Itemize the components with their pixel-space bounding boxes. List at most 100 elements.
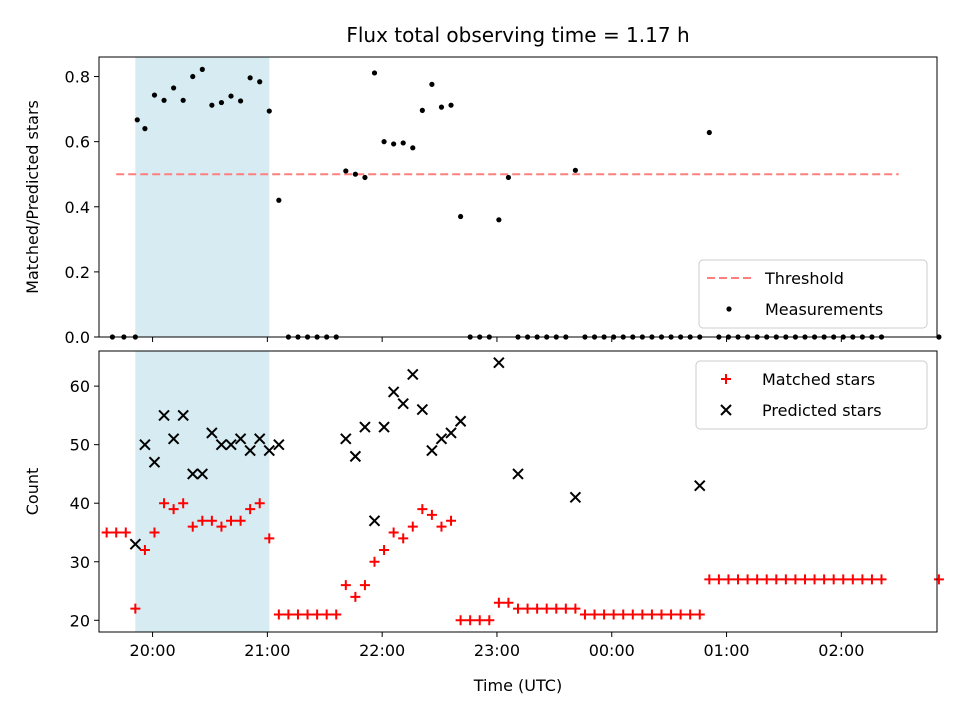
matched-star-point — [876, 574, 887, 585]
matched-star-point — [139, 545, 150, 556]
predicted-star-point — [215, 438, 228, 451]
measurement-point — [362, 174, 368, 181]
matched-star-point — [933, 574, 944, 585]
legend-predicted-swatch — [720, 404, 732, 416]
axes-frame — [98, 56, 938, 338]
predicted-star-point — [158, 409, 170, 422]
predicted-star-point — [349, 450, 362, 463]
measurement-point — [199, 66, 205, 72]
matched-star-point — [388, 527, 399, 538]
predicted-star-point — [694, 479, 706, 492]
measurement-point — [410, 145, 416, 151]
chart-title: Flux total observing time = 1.17 h — [346, 23, 689, 47]
matched-star-point — [264, 533, 275, 544]
matched-star-point — [857, 574, 868, 585]
x-axis-label: Time (UTC) — [473, 676, 562, 695]
matched-star-point — [541, 603, 552, 614]
measurement-point — [266, 108, 272, 114]
predicted-star-point — [177, 409, 189, 422]
matched-star-point — [302, 609, 313, 620]
matched-star-point — [493, 597, 504, 608]
measurement-point — [448, 102, 454, 108]
matched-star-point — [599, 609, 610, 620]
matched-star-point — [426, 509, 437, 520]
matched-star-point — [187, 521, 198, 532]
matched-star-point — [245, 504, 256, 515]
matched-star-point — [723, 574, 734, 585]
matched-star-point — [417, 504, 428, 515]
predicted-star-point — [569, 491, 582, 504]
matched-star-point — [656, 609, 667, 620]
matched-star-point — [627, 609, 638, 620]
matched-star-point — [608, 609, 619, 620]
measurement-point — [218, 99, 225, 106]
shaded-region — [135, 57, 270, 337]
matched-star-point — [685, 609, 696, 620]
measurement-point — [237, 98, 244, 104]
matched-star-point — [570, 603, 581, 614]
matched-star-point — [819, 574, 830, 585]
y-tick-label: 30 — [70, 553, 90, 572]
predicted-star-point — [416, 403, 429, 416]
matched-star-point — [532, 603, 543, 614]
predicted-star-point — [435, 433, 448, 445]
matched-star-point — [761, 574, 772, 585]
predicted-star-point — [129, 538, 142, 550]
matched-star-point — [752, 574, 763, 585]
predicted-star-point — [263, 444, 275, 457]
matched-star-point — [178, 498, 189, 509]
matched-star-point — [149, 527, 160, 538]
measurement-point — [400, 140, 406, 146]
measurement-point — [142, 126, 148, 132]
predicted-star-point — [167, 433, 180, 445]
matched-star-point — [694, 609, 705, 620]
predicted-star-point — [148, 456, 161, 468]
matched-star-point — [283, 609, 294, 620]
matched-star-point — [838, 574, 849, 585]
matched-star-point — [197, 515, 208, 526]
x-tick-label: 02:00 — [818, 641, 864, 660]
matched-star-point — [120, 527, 131, 538]
measurement-point — [171, 85, 177, 91]
measurement-point — [190, 73, 196, 80]
y-axis-label: Count — [23, 468, 42, 516]
y-tick-label: 0.8 — [65, 68, 90, 87]
y-tick-label: 0.0 — [65, 328, 90, 347]
y-tick-label: 0.4 — [65, 198, 90, 217]
matched-star-point — [235, 515, 246, 526]
y-tick-label: 0.2 — [65, 263, 90, 282]
legend-frame — [698, 259, 928, 329]
measurement-point — [161, 97, 167, 103]
matched-star-point — [331, 609, 342, 620]
measurement-point — [381, 139, 387, 145]
matched-star-point — [407, 521, 418, 532]
matched-star-point — [206, 515, 217, 526]
matched-star-point — [847, 574, 858, 585]
predicted-star-point — [397, 397, 409, 410]
predicted-star-point — [340, 433, 352, 445]
predicted-star-point — [196, 468, 209, 480]
matched-star-point — [436, 521, 447, 532]
x-tick-label: 20:00 — [130, 641, 176, 660]
matched-star-point — [321, 609, 332, 620]
matched-star-point — [292, 609, 303, 620]
measurement-point — [276, 197, 282, 203]
matched-star-point — [675, 609, 686, 620]
legend-matched-swatch — [721, 374, 731, 384]
matched-star-point — [484, 615, 495, 626]
legend-label: Predicted stars — [762, 401, 882, 420]
matched-star-point — [446, 515, 457, 526]
measurement-point — [419, 107, 425, 113]
matched-star-point — [828, 574, 839, 585]
y-tick-label: 40 — [70, 494, 90, 513]
matched-star-point — [513, 603, 523, 614]
matched-star-point — [713, 574, 724, 585]
matched-star-point — [704, 574, 715, 585]
measurement-point — [505, 174, 512, 181]
predicted-star-point — [187, 468, 199, 480]
matched-star-point — [742, 574, 753, 585]
legend-frame — [695, 360, 928, 430]
matched-star-point — [503, 597, 514, 608]
legend: Threshold Measurements — [698, 259, 928, 329]
